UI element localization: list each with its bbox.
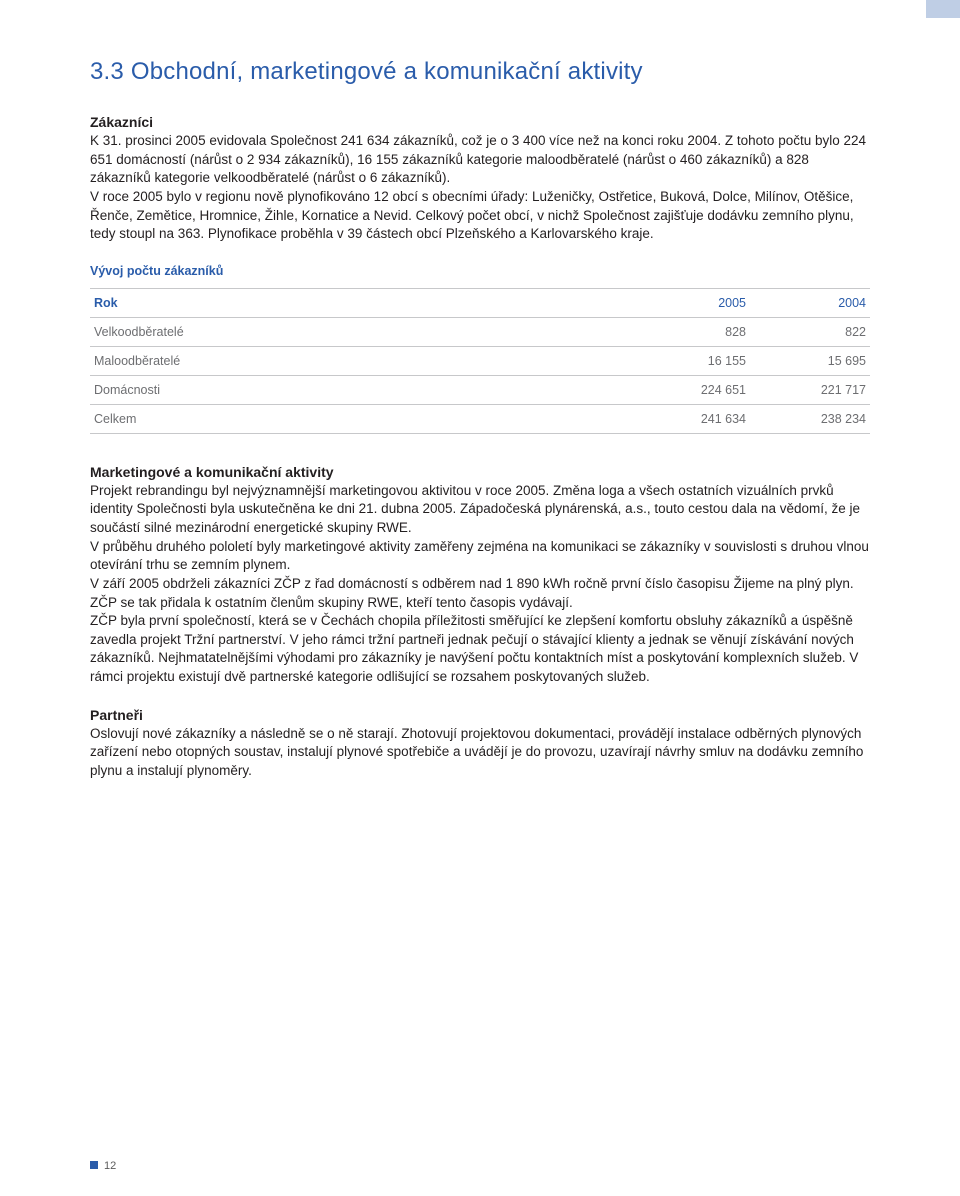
table-col-2005: 2005 <box>630 288 750 317</box>
corner-ornament <box>926 0 960 18</box>
cell-2004: 221 717 <box>750 375 870 404</box>
document-page: 3.3 Obchodní, marketingové a komunikační… <box>0 0 960 1196</box>
section2-p2: V průběhu druhého pololetí byly marketin… <box>90 538 870 575</box>
table-col-2004: 2004 <box>750 288 870 317</box>
page-title: 3.3 Obchodní, marketingové a komunikační… <box>90 58 870 86</box>
section2-p1: Projekt rebrandingu byl nejvýznamnější m… <box>90 482 870 538</box>
cell-label: Maloodběratelé <box>90 346 630 375</box>
table-caption: Vývoj počtu zákazníků <box>90 264 870 278</box>
subhead-zakaznici: Zákazníci <box>90 114 870 130</box>
page-number: 12 <box>90 1160 116 1172</box>
table-row: Domácnosti 224 651 221 717 <box>90 375 870 404</box>
cell-2005: 16 155 <box>630 346 750 375</box>
section2-p4: ZČP byla první společností, která se v Č… <box>90 612 870 687</box>
section1-p2: V roce 2005 bylo v regionu nově plynofik… <box>90 188 870 244</box>
section1-body: K 31. prosinci 2005 evidovala Společnost… <box>90 132 870 244</box>
table-row: Velkoodběratelé 828 822 <box>90 317 870 346</box>
cell-2005: 241 634 <box>630 404 750 433</box>
cell-2005: 224 651 <box>630 375 750 404</box>
subhead-partneri: Partneři <box>90 707 870 723</box>
table-row: Celkem 241 634 238 234 <box>90 404 870 433</box>
cell-label: Domácnosti <box>90 375 630 404</box>
cell-2005: 828 <box>630 317 750 346</box>
cell-label: Velkoodběratelé <box>90 317 630 346</box>
section2-body: Projekt rebrandingu byl nejvýznamnější m… <box>90 482 870 687</box>
subhead-marketing: Marketingové a komunikační aktivity <box>90 464 870 480</box>
section3-body: Oslovují nové zákazníky a následně se o … <box>90 725 870 781</box>
table-header-row: Rok 2005 2004 <box>90 288 870 317</box>
section2-p3: V září 2005 obdrželi zákazníci ZČP z řad… <box>90 575 870 612</box>
table-col-rok: Rok <box>90 288 630 317</box>
section3-p1: Oslovují nové zákazníky a následně se o … <box>90 725 870 781</box>
customers-table: Rok 2005 2004 Velkoodběratelé 828 822 Ma… <box>90 288 870 434</box>
table-row: Maloodběratelé 16 155 15 695 <box>90 346 870 375</box>
section1-p1: K 31. prosinci 2005 evidovala Společnost… <box>90 132 870 188</box>
cell-2004: 15 695 <box>750 346 870 375</box>
cell-label: Celkem <box>90 404 630 433</box>
cell-2004: 238 234 <box>750 404 870 433</box>
cell-2004: 822 <box>750 317 870 346</box>
